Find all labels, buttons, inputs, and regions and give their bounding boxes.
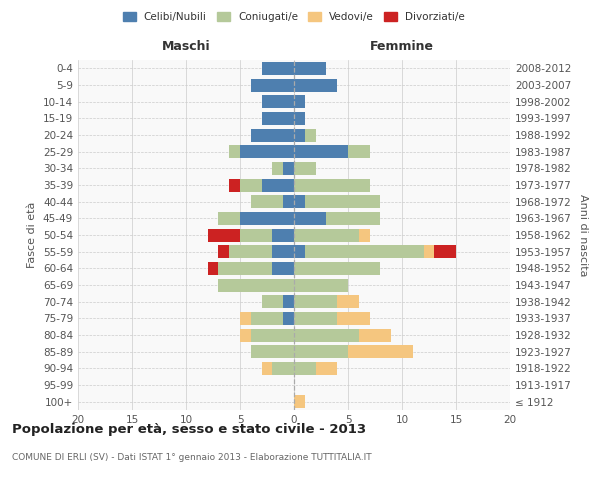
- Bar: [294, 78, 337, 92]
- Bar: [294, 345, 348, 358]
- Bar: [283, 295, 294, 308]
- Legend: Celibi/Nubili, Coniugati/e, Vedovi/e, Divorziati/e: Celibi/Nubili, Coniugati/e, Vedovi/e, Di…: [119, 8, 469, 26]
- Bar: [316, 362, 337, 375]
- Bar: [294, 395, 305, 408]
- Bar: [240, 328, 251, 342]
- Bar: [424, 245, 434, 258]
- Bar: [229, 145, 240, 158]
- Bar: [272, 162, 283, 175]
- Bar: [262, 95, 294, 108]
- Bar: [240, 228, 272, 241]
- Bar: [434, 245, 456, 258]
- Bar: [305, 245, 424, 258]
- Bar: [294, 95, 305, 108]
- Bar: [229, 178, 240, 192]
- Bar: [251, 195, 283, 208]
- Bar: [262, 112, 294, 125]
- Bar: [359, 228, 370, 241]
- Y-axis label: Anni di nascita: Anni di nascita: [578, 194, 588, 276]
- Bar: [240, 312, 251, 325]
- Bar: [218, 262, 272, 275]
- Bar: [272, 245, 294, 258]
- Bar: [262, 178, 294, 192]
- Bar: [262, 362, 272, 375]
- Bar: [208, 228, 240, 241]
- Bar: [283, 312, 294, 325]
- Bar: [337, 312, 370, 325]
- Bar: [348, 145, 370, 158]
- Text: Popolazione per età, sesso e stato civile - 2013: Popolazione per età, sesso e stato civil…: [12, 422, 366, 436]
- Text: Femmine: Femmine: [370, 40, 434, 53]
- Bar: [294, 128, 305, 141]
- Bar: [294, 162, 316, 175]
- Bar: [262, 295, 283, 308]
- Bar: [305, 128, 316, 141]
- Bar: [294, 312, 337, 325]
- Bar: [251, 345, 294, 358]
- Bar: [305, 195, 380, 208]
- Bar: [294, 178, 370, 192]
- Bar: [294, 362, 316, 375]
- Bar: [262, 62, 294, 75]
- Bar: [294, 278, 348, 291]
- Bar: [348, 345, 413, 358]
- Bar: [251, 328, 294, 342]
- Bar: [218, 212, 240, 225]
- Bar: [294, 145, 348, 158]
- Bar: [251, 312, 283, 325]
- Bar: [240, 178, 262, 192]
- Bar: [294, 212, 326, 225]
- Bar: [294, 62, 326, 75]
- Bar: [251, 78, 294, 92]
- Bar: [272, 362, 294, 375]
- Bar: [208, 262, 218, 275]
- Bar: [218, 278, 294, 291]
- Bar: [337, 295, 359, 308]
- Bar: [218, 245, 229, 258]
- Bar: [229, 245, 272, 258]
- Bar: [272, 262, 294, 275]
- Bar: [326, 212, 380, 225]
- Bar: [240, 145, 294, 158]
- Bar: [294, 262, 380, 275]
- Bar: [283, 195, 294, 208]
- Bar: [294, 195, 305, 208]
- Bar: [294, 295, 337, 308]
- Bar: [251, 128, 294, 141]
- Text: COMUNE DI ERLI (SV) - Dati ISTAT 1° gennaio 2013 - Elaborazione TUTTITALIA.IT: COMUNE DI ERLI (SV) - Dati ISTAT 1° genn…: [12, 452, 371, 462]
- Bar: [294, 245, 305, 258]
- Bar: [240, 212, 294, 225]
- Bar: [283, 162, 294, 175]
- Y-axis label: Fasce di età: Fasce di età: [28, 202, 37, 268]
- Bar: [294, 228, 359, 241]
- Text: Maschi: Maschi: [161, 40, 211, 53]
- Bar: [359, 328, 391, 342]
- Bar: [294, 112, 305, 125]
- Bar: [294, 328, 359, 342]
- Bar: [272, 228, 294, 241]
